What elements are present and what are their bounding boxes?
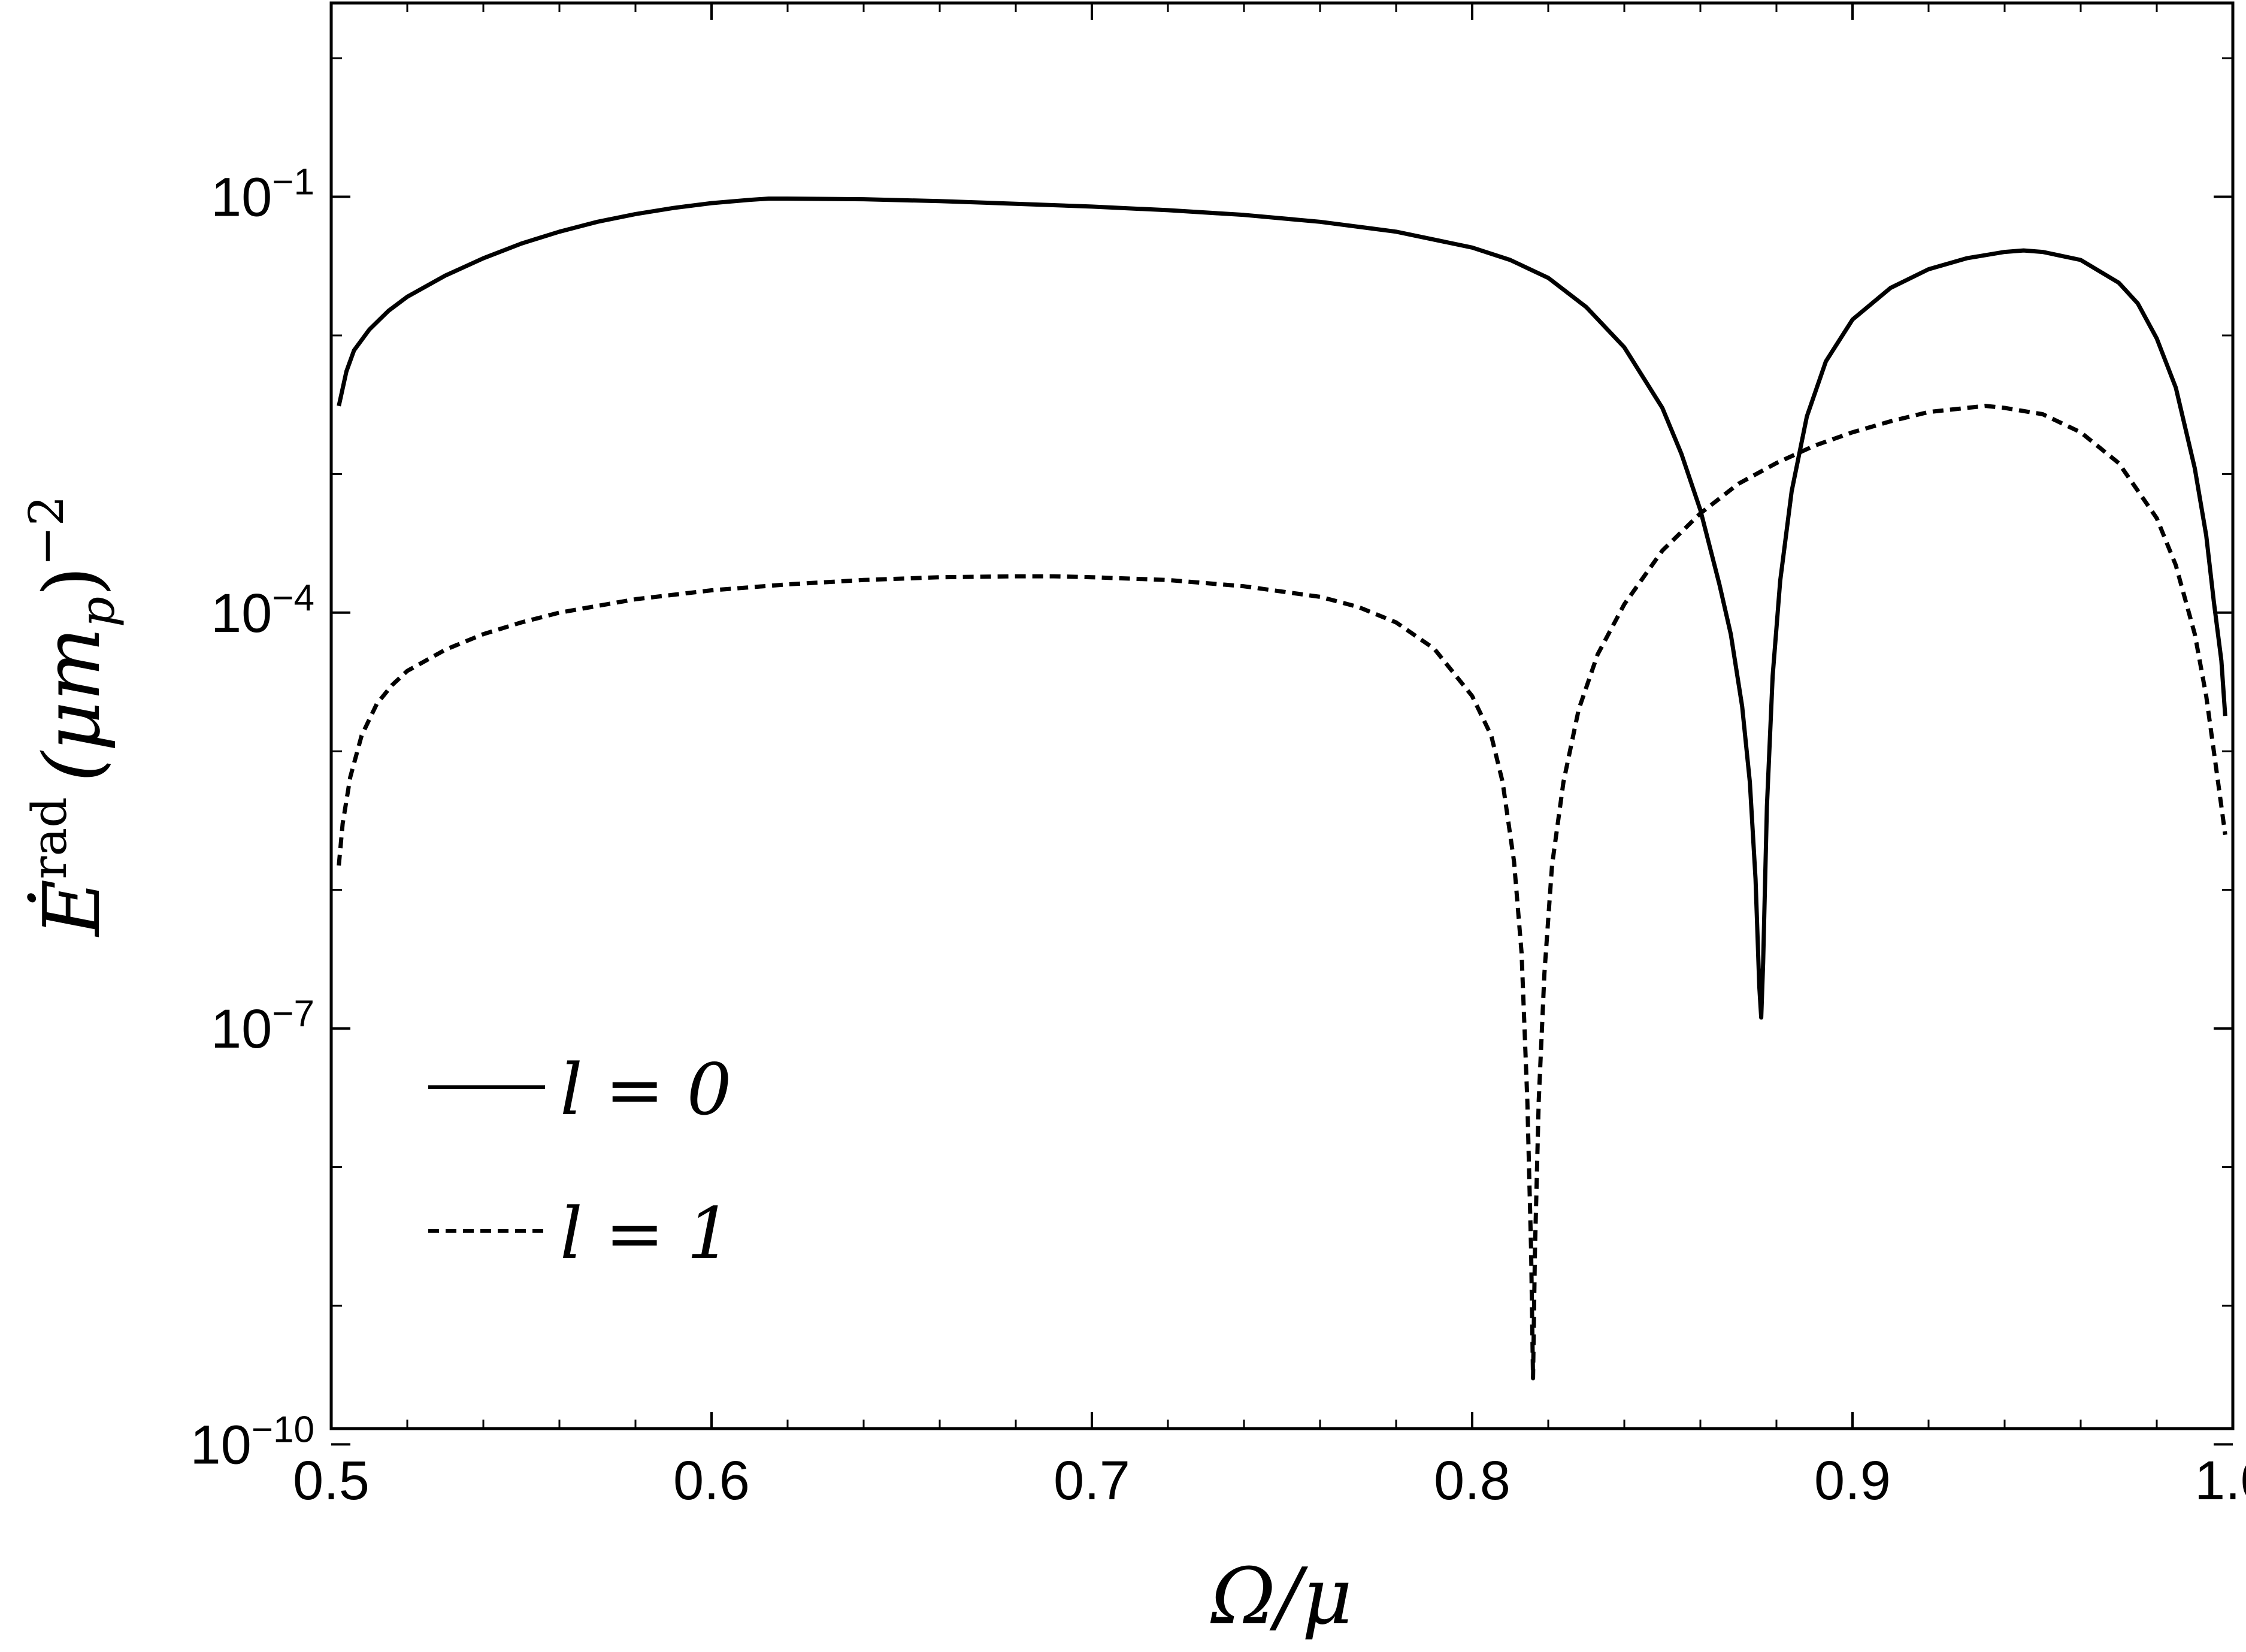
x-tick-label-2: 0.7 (1054, 1450, 1130, 1511)
x-tick-label-0: 0.5 (293, 1450, 370, 1511)
series-line-1 (337, 404, 2227, 1381)
y-tick-label-base: 10 (190, 1414, 251, 1475)
y-axis-title-power: −2 (19, 495, 74, 566)
x-tick-label-4: 0.9 (1814, 1450, 1891, 1511)
y-tick-label-3: 10−10 (190, 1409, 314, 1475)
x-tick-label-5: 1.0 (2194, 1450, 2246, 1511)
svg-text:Ėrad(μmp)−2: Ėrad (μmp)−2 (19, 495, 125, 937)
series-layer (337, 196, 2227, 1381)
y-tick-label-2: 10−7 (211, 993, 314, 1060)
y-tick-label-base: 10 (211, 167, 272, 228)
y-tick-label-0: 10−1 (211, 162, 314, 228)
y-tick-label-exponent: −4 (272, 577, 314, 619)
x-axis-title: Ω/μ (1210, 1551, 1352, 1642)
y-axis-title-superscript: rad (22, 797, 77, 879)
series-line-0 (337, 196, 2227, 1020)
legend-label-l0: l = 0 (560, 1048, 732, 1131)
y-axis-title: Ėrad (μmp)−2 (19, 495, 125, 937)
y-tick-label-1: 10−4 (211, 577, 314, 644)
y-tick-label-base: 10 (211, 999, 272, 1060)
y-tick-label-exponent: −7 (272, 993, 314, 1034)
y-axis-title-factor: (μm (26, 627, 117, 782)
x-tick-label-3: 0.8 (1434, 1450, 1511, 1511)
axis-ticks (330, 3, 2234, 1446)
x-tick-labels: 0.5 0.6 0.7 0.8 0.9 1.0 (293, 1450, 2246, 1511)
y-axis-title-factor-sub: p (69, 597, 125, 627)
y-tick-labels: 10−110−410−710−10 (190, 162, 314, 1476)
y-tick-label-base: 10 (211, 583, 272, 644)
y-axis-title-factor-close: ) (26, 566, 117, 597)
y-axis-title-base: Ė (26, 879, 117, 937)
y-tick-label-exponent: −10 (252, 1409, 314, 1450)
x-tick-label-1: 0.6 (673, 1450, 750, 1511)
legend: l = 0 l = 1 (428, 1048, 732, 1275)
plot-frame (329, 1, 2235, 1430)
legend-label-l1: l = 1 (560, 1192, 732, 1275)
y-tick-label-exponent: −1 (272, 162, 314, 203)
